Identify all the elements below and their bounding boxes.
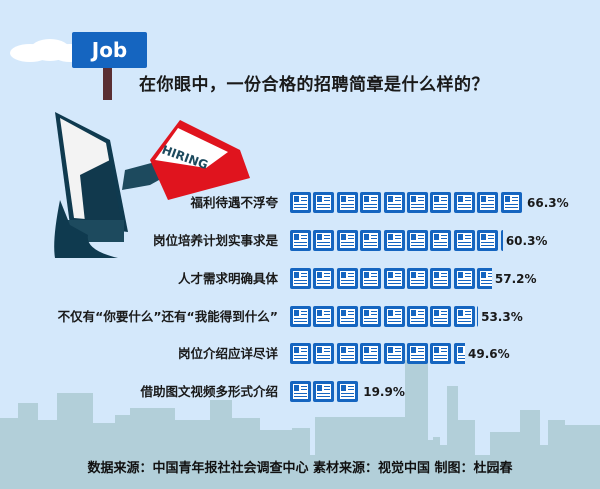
document-icon: [290, 343, 311, 364]
chart-row: 人才需求明确具体 57.2%: [0, 267, 600, 291]
chart-row: 不仅有“你要什么”还有“我能得到什么” 53.3%: [0, 305, 600, 329]
bar: [290, 230, 503, 252]
document-icon: [336, 192, 358, 213]
value-label: 66.3%: [527, 196, 569, 210]
document-icon: [406, 268, 428, 289]
document-icon: [360, 268, 382, 289]
document-icon: [453, 306, 475, 327]
document-icon: [430, 192, 452, 213]
bar: [290, 268, 492, 290]
document-icon: [430, 230, 452, 251]
document-icon: [406, 306, 428, 327]
chart-title: 在你眼中，一份合格的招聘简章是什么样的？: [139, 75, 489, 95]
document-icon: [383, 343, 405, 364]
value-label: 19.9%: [363, 385, 405, 399]
document-icon: [313, 343, 335, 364]
document-icon: [430, 343, 452, 364]
document-icon: [336, 306, 358, 327]
document-icon: [430, 306, 452, 327]
document-icon: [383, 268, 405, 289]
chart-row: 福利待遇不浮夸 66.3%: [0, 191, 600, 215]
document-icon: [360, 343, 382, 364]
document-icon: [290, 381, 311, 402]
document-icon: [500, 192, 522, 213]
document-icon: [406, 192, 428, 213]
document-icon: [290, 268, 311, 289]
bar: [290, 381, 361, 403]
document-icon: [453, 343, 466, 364]
document-icon: [290, 306, 311, 327]
value-label: 60.3%: [505, 234, 548, 248]
document-icon: [313, 230, 335, 251]
document-icon: [360, 230, 382, 251]
category-label: 岗位介绍应详尽详: [177, 346, 278, 361]
document-icon: [360, 192, 382, 213]
chart-row: 借助图文视频多形式介绍 19.9%: [0, 380, 600, 404]
document-icon: [477, 306, 479, 327]
document-icon: [477, 192, 499, 213]
document-icon: [383, 230, 405, 251]
computer-monitor: [54, 112, 168, 258]
category-label: 福利待遇不浮夸: [190, 195, 278, 210]
document-icon: [336, 343, 358, 364]
bar: [290, 192, 524, 214]
document-icon: [360, 306, 382, 327]
value-label: 53.3%: [481, 310, 523, 324]
chart-row: 岗位介绍应详尽详 49.6%: [0, 342, 600, 366]
value-label: 57.2%: [494, 272, 537, 286]
document-icon: [313, 381, 335, 402]
document-icon: [453, 230, 475, 251]
document-icon: [313, 268, 335, 289]
chart-row: 岗位培养计划实事求是 60.3%: [0, 229, 600, 253]
category-label: 借助图文视频多形式介绍: [140, 384, 278, 399]
bar: [290, 343, 466, 365]
city-skyline: [0, 360, 600, 489]
value-label: 49.6%: [468, 347, 510, 361]
category-label: 岗位培养计划实事求是: [152, 233, 278, 248]
document-icon: [500, 230, 503, 251]
document-icon: [383, 306, 405, 327]
document-icon: [477, 230, 499, 251]
job-sign: Job: [72, 32, 147, 68]
document-icon: [453, 192, 475, 213]
document-icon: [383, 192, 405, 213]
document-icon: [336, 381, 358, 402]
document-icon: [406, 343, 428, 364]
document-icon: [336, 230, 358, 251]
document-icon: [477, 268, 492, 289]
document-icon: [313, 192, 335, 213]
category-label: 不仅有“你要什么”还有“我能得到什么”: [57, 309, 278, 324]
document-icon: [290, 192, 311, 213]
document-icon: [406, 230, 428, 251]
bar: [290, 306, 479, 328]
category-label: 人才需求明确具体: [177, 271, 278, 286]
source-credit: 数据来源：中国青年报社社会调查中心 素材来源：视觉中国 制图：杜园春: [87, 461, 513, 476]
document-icon: [313, 306, 335, 327]
document-icon: [453, 268, 475, 289]
hiring-envelope: HIRING: [150, 120, 250, 200]
document-icon: [430, 268, 452, 289]
document-icon: [290, 230, 311, 251]
sign-post: [103, 68, 112, 100]
document-icon: [336, 268, 358, 289]
